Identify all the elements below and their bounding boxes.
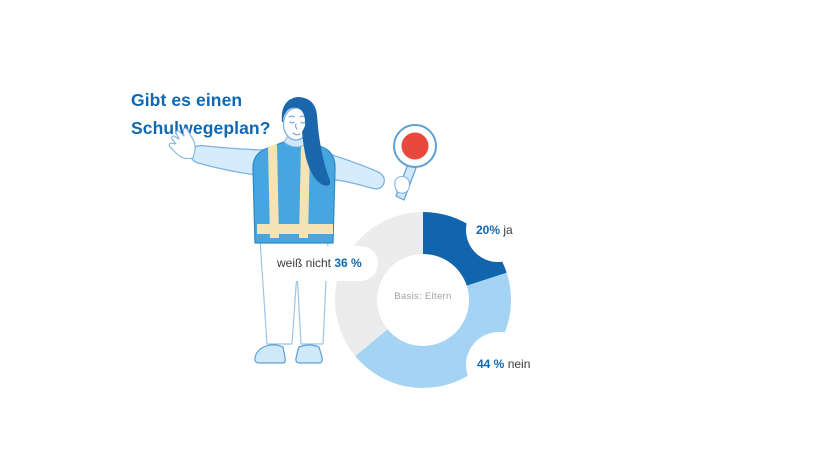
hair (281, 97, 331, 186)
donut-center-label: Basis: Eltern (394, 291, 452, 302)
left-shoe (254, 344, 286, 364)
ja-word: ja (503, 223, 513, 237)
stop-paddle (393, 124, 437, 201)
right-shoe (295, 344, 323, 364)
left-hand (168, 127, 196, 160)
title-line-2: Schulwegeplan? (131, 118, 271, 138)
weiss-nicht-percentage: 36 % (334, 256, 362, 270)
donut-label-weiss-nicht: weiß nicht 36 % (277, 255, 362, 271)
nein-percentage: 44 % (477, 357, 505, 371)
donut-segment-ja (423, 212, 507, 286)
donut-label-ja: 20% ja (476, 222, 513, 238)
donut-label-nein: 44 % nein (477, 356, 530, 372)
right-sleeve (319, 151, 385, 190)
nein-word: nein (507, 357, 531, 371)
label-bubble-nein (466, 332, 532, 398)
vest-stripe-band (257, 224, 333, 234)
ja-percentage: 20% (476, 223, 501, 237)
right-hand (394, 175, 411, 194)
paddle-red-circle (401, 132, 429, 160)
weiss-nicht-word: weiß nicht (277, 256, 335, 270)
page-title: Gibt es einen Schulwegeplan? (131, 86, 270, 142)
donut-chart (272, 198, 532, 398)
vest-stripe-right (299, 145, 310, 238)
vest-stripe-left (268, 144, 279, 238)
title-line-1: Gibt es einen (131, 90, 243, 110)
donut-segment-weiss-nicht (334, 212, 423, 357)
label-bubble-weiss-nicht (272, 246, 378, 281)
label-bubble-ja (466, 198, 530, 262)
